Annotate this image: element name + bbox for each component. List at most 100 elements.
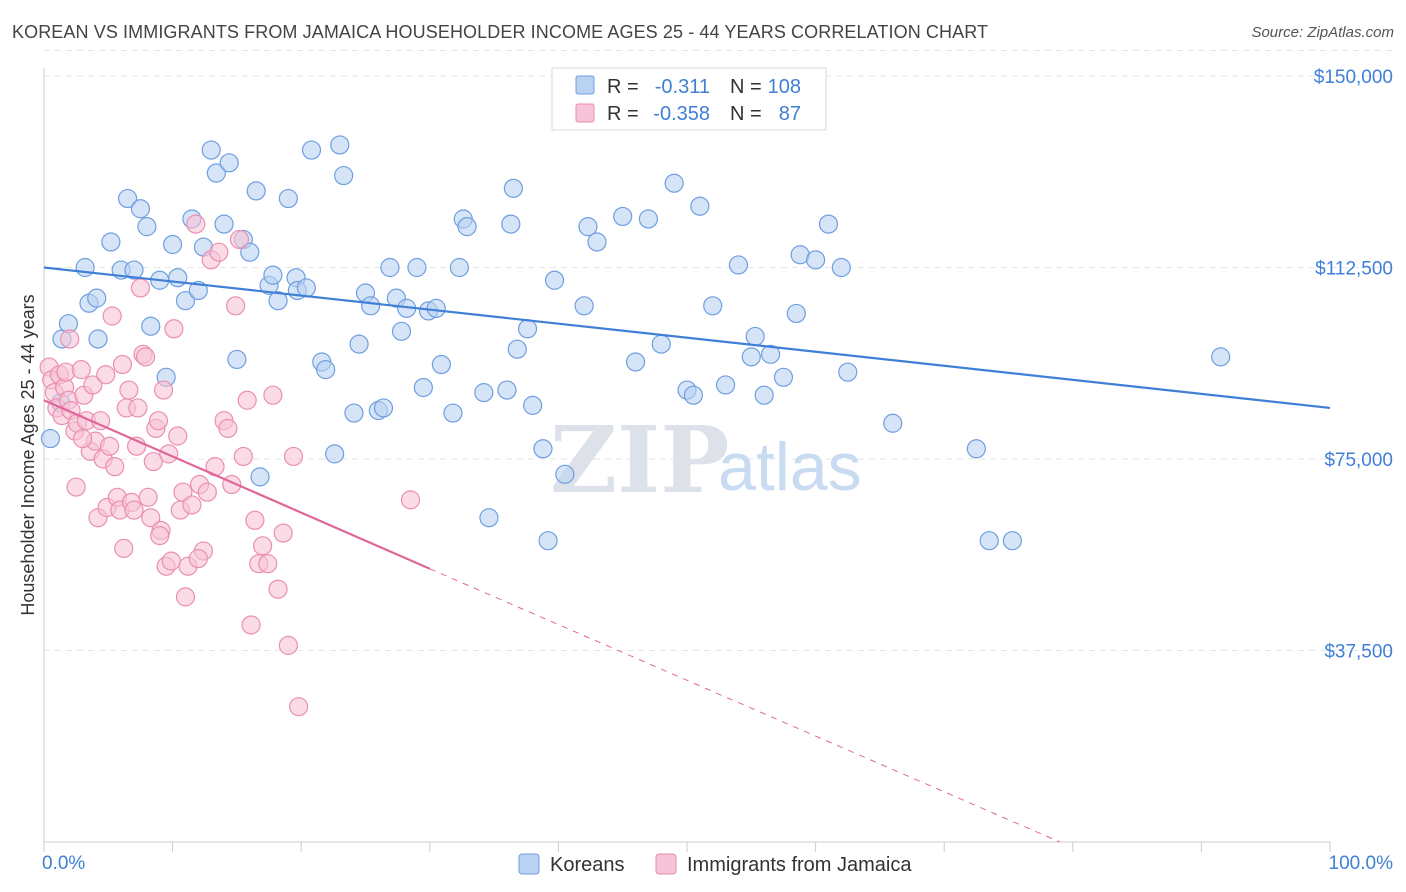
y-tick-label: $75,000 bbox=[1324, 450, 1393, 471]
x-tick-label-min: 0.0% bbox=[42, 853, 85, 874]
data-point-jamaica bbox=[273, 523, 293, 543]
data-point-koreans bbox=[246, 181, 266, 201]
data-point-jamaica bbox=[71, 360, 91, 380]
data-point-koreans bbox=[373, 398, 394, 418]
data-point-jamaica bbox=[182, 495, 202, 515]
watermark-zip: ZIP bbox=[550, 406, 729, 514]
data-point-koreans bbox=[296, 278, 316, 298]
data-point-koreans bbox=[457, 217, 477, 237]
data-point-jamaica bbox=[263, 385, 283, 405]
data-point-koreans bbox=[168, 268, 188, 288]
data-point-jamaica bbox=[175, 587, 196, 607]
stats-r-label: R = bbox=[607, 103, 639, 125]
data-point-koreans bbox=[334, 165, 354, 186]
data-point-koreans bbox=[201, 140, 221, 160]
data-point-koreans bbox=[206, 163, 226, 183]
data-point-koreans bbox=[613, 206, 633, 227]
data-point-jamaica bbox=[102, 306, 122, 326]
data-point-koreans bbox=[130, 199, 151, 219]
series-legend: Koreans Immigrants from Jamaica bbox=[518, 853, 912, 876]
data-point-koreans bbox=[838, 362, 858, 382]
data-point-jamaica bbox=[150, 525, 170, 546]
stats-r-value: -0.311 bbox=[655, 76, 710, 98]
data-point-jamaica bbox=[119, 380, 139, 400]
data-point-koreans bbox=[703, 296, 723, 316]
data-point-koreans bbox=[728, 255, 749, 275]
stats-swatch-koreans bbox=[575, 75, 595, 95]
data-point-jamaica bbox=[168, 426, 188, 446]
data-point-koreans bbox=[380, 257, 400, 278]
data-point-jamaica bbox=[186, 214, 206, 234]
y-tick-label: $112,500 bbox=[1315, 259, 1393, 280]
stats-n-label: N = bbox=[730, 103, 762, 125]
data-point-koreans bbox=[715, 375, 736, 395]
data-points bbox=[39, 135, 1231, 717]
data-point-jamaica bbox=[72, 428, 93, 449]
data-point-jamaica bbox=[268, 579, 288, 599]
y-tick-labels: $37,500 $75,000 $112,500 $150,000 bbox=[1314, 67, 1393, 663]
data-point-koreans bbox=[479, 508, 499, 528]
trend-line-jamaica-extension bbox=[429, 568, 1061, 843]
data-point-jamaica bbox=[105, 457, 125, 477]
data-point-jamaica bbox=[258, 554, 278, 574]
data-point-koreans bbox=[578, 217, 598, 237]
data-point-koreans bbox=[88, 329, 108, 349]
data-point-koreans bbox=[625, 352, 646, 372]
data-point-koreans bbox=[683, 385, 704, 405]
data-point-jamaica bbox=[135, 347, 156, 367]
data-point-jamaica bbox=[124, 500, 144, 520]
data-point-koreans bbox=[137, 217, 157, 237]
data-point-jamaica bbox=[197, 482, 217, 502]
data-point-koreans bbox=[250, 467, 270, 487]
data-point-koreans bbox=[449, 257, 469, 278]
data-point-jamaica bbox=[164, 319, 184, 339]
chart-title: KOREAN VS IMMIGRANTS FROM JAMAICA HOUSEH… bbox=[12, 22, 989, 42]
data-point-koreans bbox=[40, 428, 61, 449]
data-point-jamaica bbox=[60, 329, 80, 349]
data-point-jamaica bbox=[253, 536, 273, 556]
data-point-koreans bbox=[268, 291, 288, 311]
data-point-koreans bbox=[517, 319, 538, 339]
axes bbox=[43, 68, 1331, 852]
data-point-koreans bbox=[773, 367, 794, 387]
data-point-koreans bbox=[219, 153, 239, 173]
legend-label-koreans: Koreans bbox=[550, 854, 625, 876]
data-point-jamaica bbox=[188, 548, 208, 569]
stats-n-label: N = bbox=[730, 76, 762, 98]
stats-r-label: R = bbox=[607, 76, 639, 98]
data-point-koreans bbox=[117, 188, 138, 209]
data-point-koreans bbox=[664, 173, 684, 193]
legend-swatch-koreans bbox=[518, 853, 540, 875]
data-point-jamaica bbox=[233, 446, 253, 467]
data-point-koreans bbox=[87, 288, 107, 308]
data-point-koreans bbox=[301, 140, 322, 160]
data-point-koreans bbox=[523, 395, 543, 415]
data-point-jamaica bbox=[153, 380, 174, 400]
data-point-koreans bbox=[760, 344, 781, 364]
data-point-koreans bbox=[391, 321, 412, 341]
trend-line-koreans bbox=[43, 266, 1331, 410]
data-point-koreans bbox=[278, 188, 298, 209]
data-point-koreans bbox=[544, 270, 565, 290]
data-point-koreans bbox=[574, 296, 594, 316]
stats-r-value: -0.358 bbox=[653, 103, 710, 125]
data-point-koreans bbox=[443, 403, 463, 423]
data-point-koreans bbox=[413, 377, 433, 398]
data-point-koreans bbox=[407, 257, 427, 278]
data-point-jamaica bbox=[83, 375, 103, 395]
data-point-koreans bbox=[1002, 531, 1022, 551]
data-point-koreans bbox=[818, 214, 839, 234]
data-point-koreans bbox=[344, 403, 364, 423]
data-point-koreans bbox=[124, 260, 144, 280]
data-point-jamaica bbox=[143, 451, 163, 472]
data-point-koreans bbox=[533, 439, 553, 459]
data-point-koreans bbox=[741, 347, 761, 367]
data-point-koreans bbox=[188, 280, 208, 301]
data-point-koreans bbox=[501, 214, 521, 234]
data-point-jamaica bbox=[218, 418, 238, 438]
data-point-koreans bbox=[141, 316, 161, 336]
stats-legend-box bbox=[551, 67, 827, 131]
y-axis-label: Householder Income Ages 25 - 44 years bbox=[18, 294, 38, 615]
data-point-koreans bbox=[507, 339, 527, 359]
data-point-koreans bbox=[349, 334, 369, 354]
